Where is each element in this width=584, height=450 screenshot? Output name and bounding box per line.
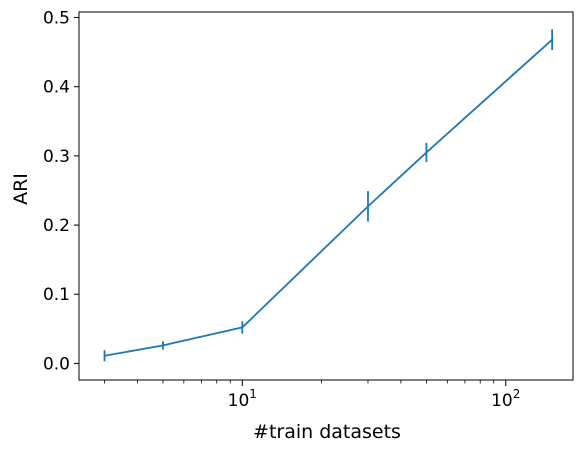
x-tick-label: 102 [491,387,520,411]
y-tick-label: 0.5 [43,9,70,29]
y-tick-label: 0.3 [43,147,70,167]
x-tick-label: 101 [228,387,257,411]
series-line [104,39,553,357]
x-axis-label: #train datasets [253,421,401,443]
y-tick-label: 0.2 [43,216,70,236]
y-tick-label: 0.4 [43,78,70,98]
y-tick-label: 0.1 [43,285,70,305]
y-axis-label: ARI [10,173,32,205]
plot-area [78,11,574,381]
axes-frame [78,11,574,381]
y-tick-label: 0.0 [43,354,70,374]
tick-group: 0.0 0.1 0.2 0.3 0.4 0.5 101 102 [43,9,520,411]
